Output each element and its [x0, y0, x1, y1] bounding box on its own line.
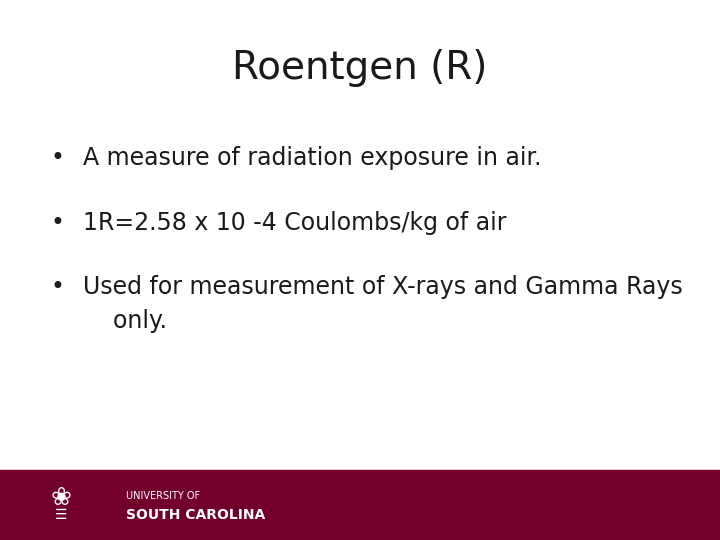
Text: SOUTH CAROLINA: SOUTH CAROLINA	[126, 509, 265, 522]
Text: ☰: ☰	[55, 508, 68, 522]
Text: ❀: ❀	[50, 487, 72, 510]
Text: •: •	[50, 146, 64, 170]
Text: •: •	[50, 275, 64, 299]
Text: •: •	[50, 211, 64, 234]
Text: Used for measurement of X-rays and Gamma Rays
    only.: Used for measurement of X-rays and Gamma…	[83, 275, 683, 333]
Text: A measure of radiation exposure in air.: A measure of radiation exposure in air.	[83, 146, 541, 170]
Text: UNIVERSITY OF: UNIVERSITY OF	[126, 491, 200, 502]
Text: 1R=2.58 x 10 -4 Coulombs/kg of air: 1R=2.58 x 10 -4 Coulombs/kg of air	[83, 211, 506, 234]
Text: Roentgen (R): Roentgen (R)	[233, 49, 487, 86]
